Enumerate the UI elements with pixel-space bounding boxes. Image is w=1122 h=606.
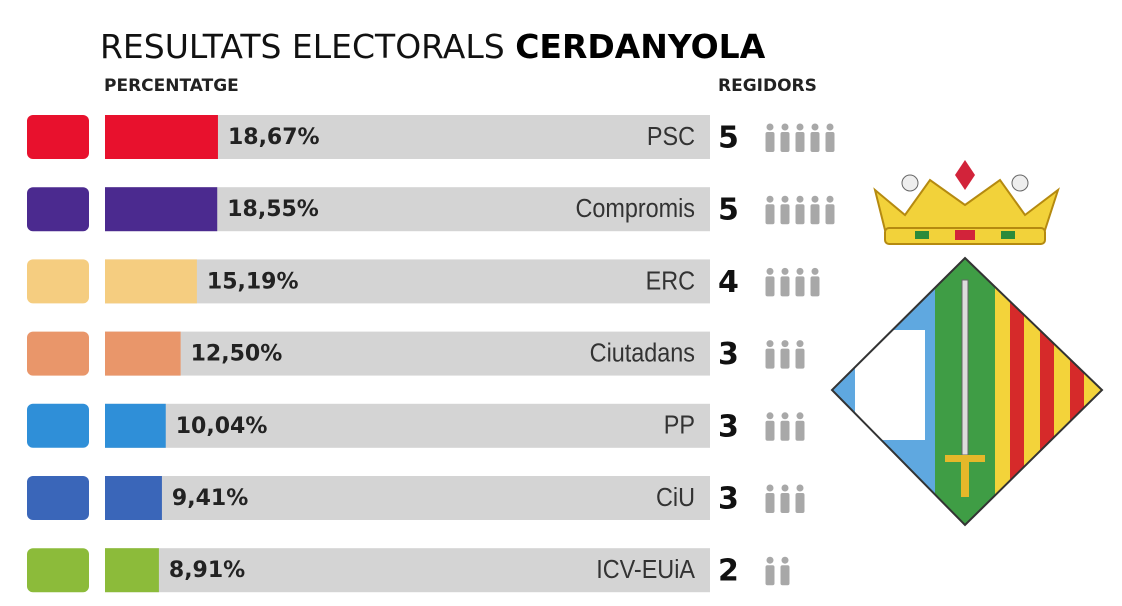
seat-icon [810, 267, 820, 297]
title-emphasis: CERDANYOLA [515, 27, 766, 66]
category-label: Compromis [575, 195, 695, 223]
value-label: 18,55% [227, 197, 319, 222]
value-label: 18,67% [228, 125, 320, 150]
bar [105, 259, 197, 304]
bar [105, 187, 218, 232]
seat-icon [765, 412, 775, 441]
logo [27, 331, 89, 376]
bar [105, 331, 181, 376]
seats-label: 3 [718, 409, 739, 444]
seat-icon [765, 123, 775, 152]
seat-icon [780, 556, 790, 586]
bar-track [105, 331, 710, 376]
seat-icon [780, 412, 790, 441]
value-header: PERCENTATGE [104, 76, 239, 96]
category-label: PSC [647, 123, 695, 151]
value-label: 12,50% [191, 342, 283, 367]
seats-label: 4 [718, 265, 739, 300]
seats-label: 3 [718, 337, 739, 372]
seats-label: 5 [718, 121, 739, 156]
bar-track [105, 259, 710, 304]
logo [27, 115, 89, 159]
seat-icon [825, 195, 835, 225]
value-label: 10,04% [176, 414, 268, 439]
category-label: ICV-EUiA [596, 556, 695, 584]
category-label: Ciutadans [590, 339, 695, 367]
bar [105, 115, 218, 159]
seats-label: 5 [718, 193, 739, 228]
chart-title: RESULTATS ELECTORALS CERDANYOLA [100, 27, 766, 66]
shield [832, 258, 1102, 525]
bar [105, 476, 162, 520]
value-label: 8,91% [169, 558, 245, 583]
logo [27, 548, 89, 593]
seat-icon [765, 484, 775, 513]
seat-icon [765, 340, 775, 369]
seat-icon [765, 267, 775, 297]
logo [27, 403, 89, 448]
seat-icon [780, 195, 790, 225]
seat-icon [765, 556, 775, 586]
seats-label: 2 [718, 554, 739, 589]
bar [105, 403, 166, 448]
seats-label: 3 [718, 482, 739, 517]
seat-icon [795, 484, 805, 513]
coat-of-arms [830, 160, 1104, 527]
title-text: RESULTATS ELECTORALS [100, 27, 505, 66]
seat-icon [795, 195, 805, 225]
logo [27, 476, 89, 520]
bar-track [105, 548, 710, 593]
bar-track [105, 476, 710, 520]
crown [873, 160, 1060, 245]
seat-icon [765, 195, 775, 225]
seat-icon [780, 484, 790, 513]
value-label: 15,19% [207, 269, 299, 294]
category-label: PP [664, 412, 695, 440]
logo [27, 259, 89, 304]
seat-icon [810, 123, 820, 152]
seat-icon [795, 267, 805, 297]
seat-icon [780, 267, 790, 297]
seat-icon [780, 123, 790, 152]
seat-icon [825, 123, 835, 152]
seat-icon [795, 340, 805, 369]
category-label: CiU [656, 484, 695, 512]
seat-icon [795, 123, 805, 152]
bar-track [105, 403, 710, 448]
value-label: 9,41% [172, 486, 248, 511]
seat-icon [810, 195, 820, 225]
logo [27, 187, 89, 232]
category-label: ERC [646, 267, 695, 295]
seat-icon [780, 340, 790, 369]
seats-header: REGIDORS [718, 76, 817, 96]
seat-icon [795, 412, 805, 441]
bar [105, 548, 159, 593]
